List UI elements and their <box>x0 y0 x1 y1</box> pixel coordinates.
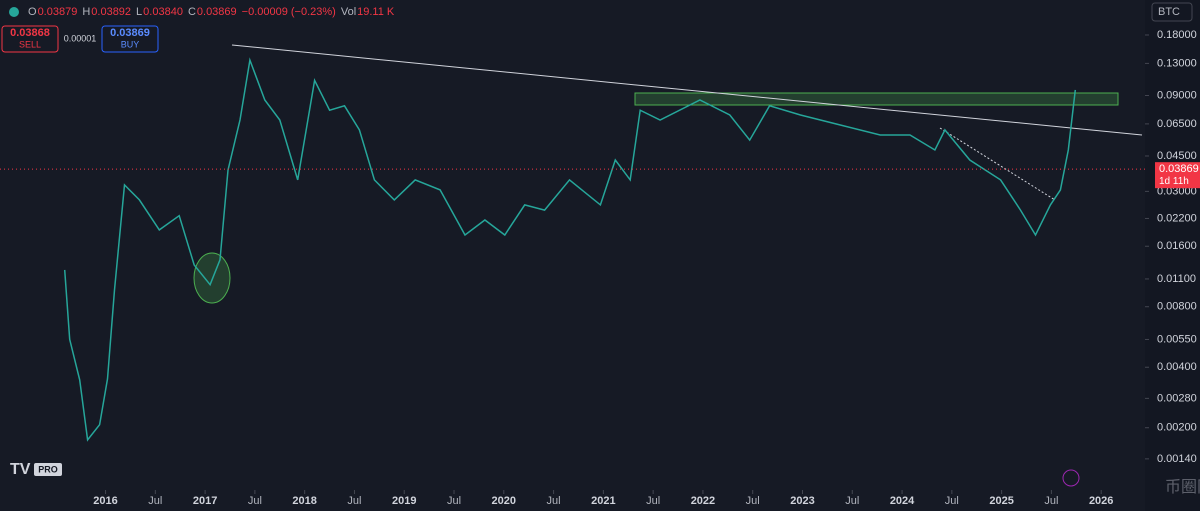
y-tick-label: 0.01100 <box>1157 273 1196 285</box>
lightning-icon[interactable] <box>1062 469 1080 487</box>
sell-label: SELL <box>19 39 41 49</box>
vol-value: 19.11 K <box>357 6 395 18</box>
x-tick-label: Jul <box>945 495 959 507</box>
y-tick-label: 0.04500 <box>1157 150 1197 162</box>
y-tick-label: 0.00400 <box>1157 361 1197 373</box>
x-tick-label: 2021 <box>591 495 615 507</box>
change: −0.00009 (−0.23%) <box>242 6 336 18</box>
watermark: 币圈网 <box>1165 478 1200 496</box>
x-tick-label: 2019 <box>392 495 416 507</box>
y-tick-label: 0.03000 <box>1157 185 1197 197</box>
x-tick-label: Jul <box>746 495 760 507</box>
y-tick-label: 0.00800 <box>1157 301 1197 313</box>
x-tick-label: 2016 <box>93 495 117 507</box>
y-tick-label: 0.18000 <box>1157 29 1197 41</box>
y-tick-label: 0.00550 <box>1157 333 1197 345</box>
zone-rect <box>634 92 1119 106</box>
x-tick-label: 2023 <box>790 495 814 507</box>
y-tick-label: 0.06500 <box>1157 118 1197 130</box>
x-tick-label: Jul <box>1044 495 1058 507</box>
ohlc-key: O <box>28 6 37 18</box>
ohlc-value: 0.03840 <box>143 6 183 18</box>
x-tick-label: Jul <box>347 495 361 507</box>
x-tick-label: 2020 <box>492 495 516 507</box>
trend-line <box>231 44 1143 136</box>
plot: 0.18000 0.13000 0.09000 0.06500 0.04500 0.030… <box>0 29 1200 507</box>
ohlc-row: O 0.03879 H 0.03892 L 0.03840 C 0.03869 −0.00009… <box>28 6 395 18</box>
x-tick-label: Jul <box>547 495 561 507</box>
last-price-box <box>1155 162 1200 189</box>
price-axis <box>1145 0 1200 511</box>
y-tick-label: 0.02200 <box>1157 212 1197 224</box>
y-tick-label: 0.00200 <box>1157 422 1197 434</box>
ohlc-key: C <box>188 6 196 18</box>
logo-badge-text: PRO <box>38 464 58 474</box>
x-tick-label: 2017 <box>193 495 217 507</box>
y-tick-label: 0.00140 <box>1157 453 1197 465</box>
ohlc-key: H <box>82 6 90 18</box>
buy-label: BUY <box>121 39 140 49</box>
x-tick-label: 2026 <box>1089 495 1113 507</box>
symbol-box[interactable] <box>1151 2 1193 22</box>
y-tick-label: 0.01600 <box>1157 240 1197 252</box>
x-tick-label: 2025 <box>989 495 1013 507</box>
ohlc-value: 0.03869 <box>197 6 237 18</box>
sell-button[interactable] <box>1 25 59 53</box>
x-tick-label: Jul <box>148 495 162 507</box>
sell-price: 0.03868 <box>10 27 50 39</box>
spread: 0.00001 <box>64 33 97 43</box>
y-tick-label: 0.09000 <box>1157 89 1197 101</box>
status-dot <box>9 7 19 17</box>
logo-badge <box>34 463 62 476</box>
ohlc-value: 0.03892 <box>91 6 131 18</box>
vol-key: Vol <box>341 6 356 18</box>
x-tick-label: 2022 <box>691 495 715 507</box>
ohlc-value: 0.03879 <box>38 6 78 18</box>
last-price-label: 0.03869 <box>1159 163 1199 175</box>
ohlc-key: L <box>136 6 142 18</box>
x-tick-label: 2024 <box>890 495 915 507</box>
x-tick-label: Jul <box>646 495 660 507</box>
y-tick-label: 0.00280 <box>1157 392 1197 404</box>
x-tick-label: 2018 <box>292 495 316 507</box>
countdown: 1d 11h <box>1159 176 1189 187</box>
symbol: BTC <box>1158 6 1180 18</box>
dotted-trend-line <box>939 127 1056 201</box>
buy-button[interactable] <box>101 25 159 53</box>
logo-mark: TV <box>10 461 31 478</box>
y-tick-label: 0.13000 <box>1157 57 1197 69</box>
x-tick-label: Jul <box>845 495 859 507</box>
x-tick-label: Jul <box>248 495 262 507</box>
buy-price: 0.03869 <box>110 27 150 39</box>
price-line <box>63 57 1077 442</box>
x-tick-label: Jul <box>447 495 461 507</box>
